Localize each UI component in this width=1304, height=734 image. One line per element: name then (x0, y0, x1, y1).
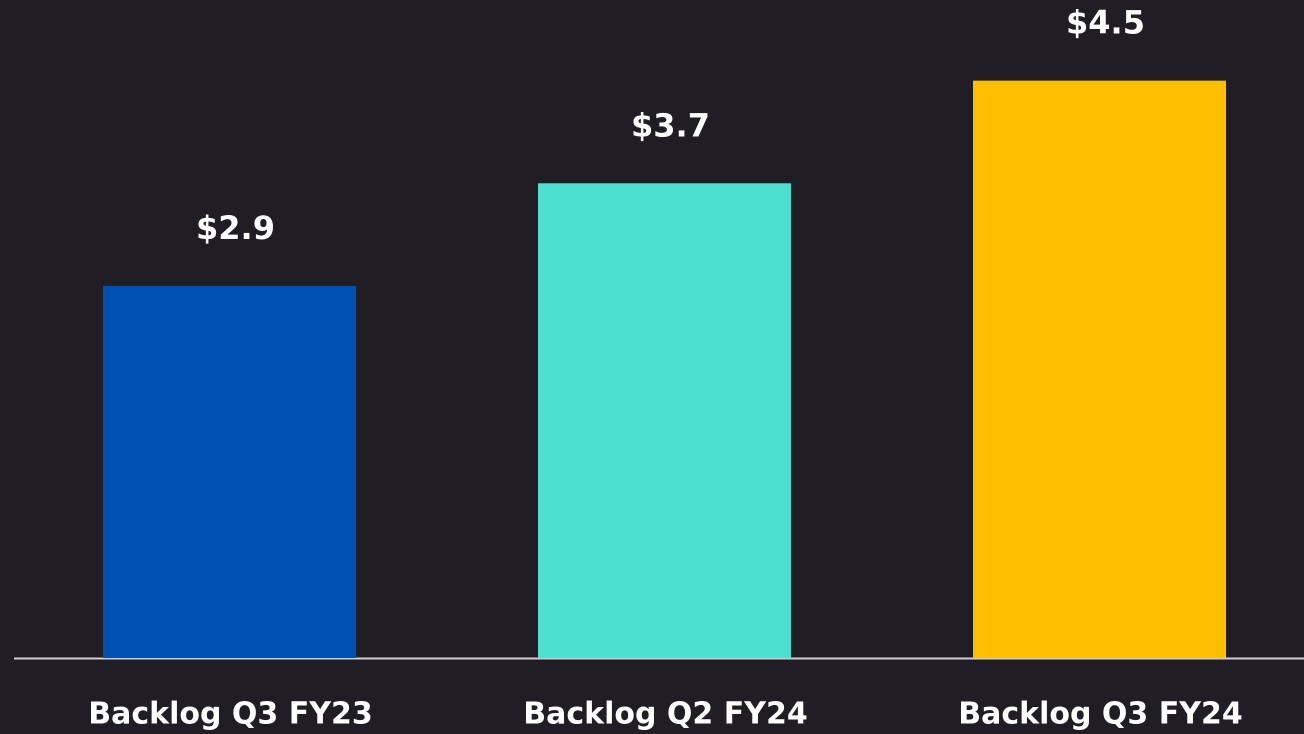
bar (973, 80, 1226, 658)
value-label: $2.9 (196, 209, 275, 247)
value-label: $4.5 (1066, 4, 1145, 42)
x-tick-label: Backlog Q3 FY24 (958, 697, 1242, 732)
x-tick-label: Backlog Q3 FY23 (88, 697, 372, 732)
x-tick-label: Backlog Q2 FY24 (523, 697, 807, 732)
bar (538, 183, 791, 659)
bar (103, 285, 356, 658)
value-label: $3.7 (631, 106, 710, 144)
